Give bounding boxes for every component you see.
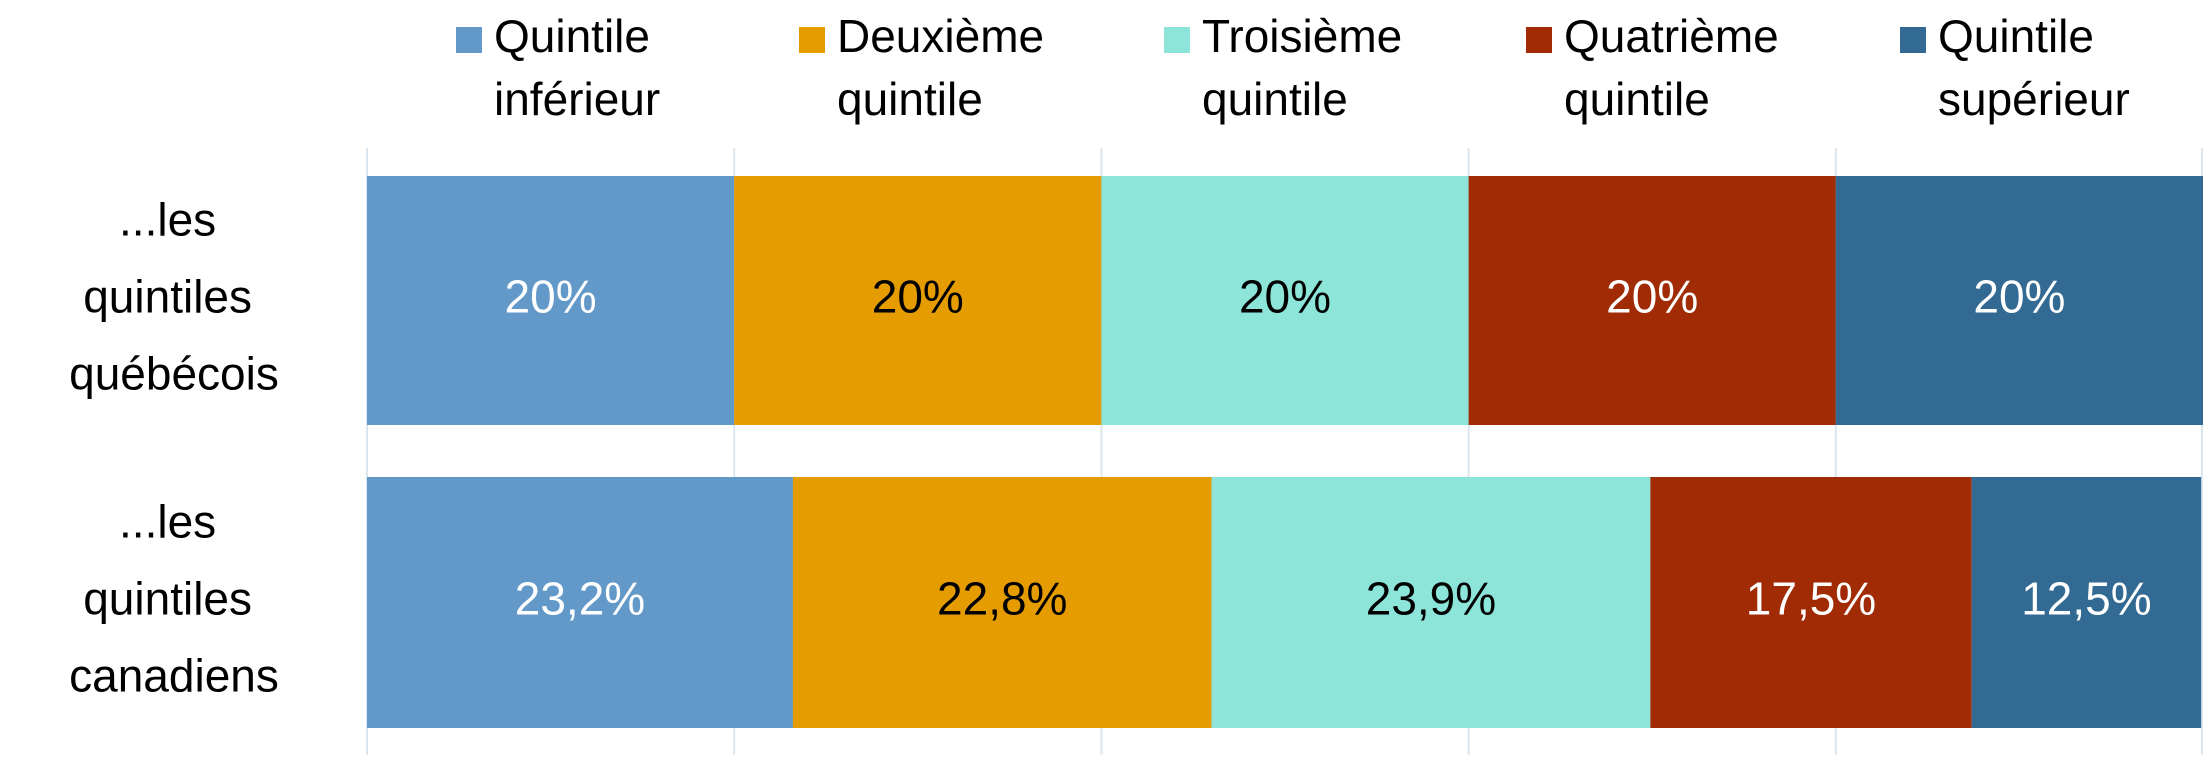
data-label: 22,8%	[937, 573, 1067, 625]
bar-segment	[1650, 477, 1972, 728]
data-label: 20%	[1973, 271, 2065, 323]
legend-label: Troisième quintile	[1202, 10, 1415, 125]
legend-label: Quintile inférieur	[494, 10, 663, 125]
legend-swatch	[1900, 27, 1926, 53]
legend-swatch	[799, 27, 825, 53]
data-label: 23,9%	[1366, 573, 1496, 625]
data-label: 17,5%	[1746, 573, 1876, 625]
bar-segment	[367, 176, 735, 425]
bar-segment	[367, 477, 793, 728]
category-label: ...les quintiles québécois	[69, 194, 279, 400]
data-label: 20%	[505, 271, 597, 323]
data-label: 20%	[1606, 271, 1698, 323]
legend-swatch	[456, 27, 482, 53]
bar-segment	[792, 477, 1212, 728]
legend-label: Quintile supérieur	[1938, 10, 2130, 125]
bar-segment	[1971, 477, 2202, 728]
data-label: 20%	[872, 271, 964, 323]
category-label: ...les quintiles canadiens	[69, 496, 279, 702]
bar-segment	[1835, 176, 2203, 425]
legend-label: Quatrième quintile	[1564, 10, 1792, 125]
data-label: 23,2%	[515, 573, 645, 625]
bar-segment	[1468, 176, 1836, 425]
legend-swatch	[1526, 27, 1552, 53]
bar-segment	[734, 176, 1102, 425]
bar-segment	[1101, 176, 1469, 425]
legend-swatch	[1164, 27, 1190, 53]
bar-segment	[1211, 477, 1651, 728]
legend-label: Deuxième quintile	[837, 10, 1057, 125]
data-label: 12,5%	[2021, 573, 2151, 625]
data-label: 20%	[1239, 271, 1331, 323]
